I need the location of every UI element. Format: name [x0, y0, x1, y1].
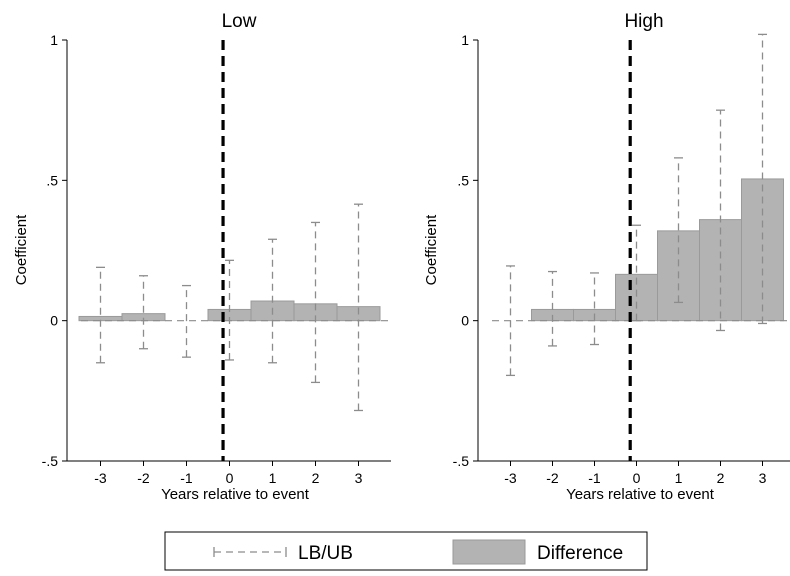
- high-ytick-label: 0: [461, 313, 469, 329]
- high-xtick-label: 2: [717, 470, 725, 486]
- low-ytick-label: -.5: [42, 453, 59, 469]
- low-xtick-label: 2: [312, 470, 320, 486]
- low-xtick-label: 0: [226, 470, 234, 486]
- high-xtick-label: -2: [546, 470, 559, 486]
- high-xtick-label: -3: [504, 470, 517, 486]
- low-xtick-label: -2: [137, 470, 150, 486]
- panel-high: High -.5 0 .5 1 -3 -2 -1 0 1 2 3 Years relative to e…: [423, 11, 790, 503]
- legend-difference-swatch: [452, 539, 526, 565]
- low-ytick-label: 1: [50, 32, 58, 48]
- panel-low: Low -.5 0 .5 1 -3 -2 -1 0 1 2 3 Years relative to ev…: [13, 11, 391, 503]
- low-panel-title: Low: [222, 11, 257, 32]
- low-xtick-label: 3: [355, 470, 363, 486]
- low-xtick-label: 1: [269, 470, 277, 486]
- high-xtick-label: 1: [675, 470, 683, 486]
- legend-box: [164, 531, 648, 571]
- high-x-axis-label: Years relative to event: [566, 486, 715, 503]
- legend-label-lbub: LB/UB: [298, 543, 353, 564]
- low-xtick-label: -1: [180, 470, 193, 486]
- high-xtick-label: 3: [759, 470, 767, 486]
- high-panel-title: High: [624, 11, 663, 32]
- high-xtick-label: -1: [588, 470, 601, 486]
- low-ytick-label: .5: [46, 172, 58, 188]
- high-xtick-label: 0: [633, 470, 641, 486]
- legend: LB/UB Difference: [164, 531, 648, 571]
- legend-label-difference: Difference: [537, 543, 623, 564]
- low-ytick-label: 0: [50, 313, 58, 329]
- low-x-axis-label: Years relative to event: [161, 486, 310, 503]
- high-y-axis-label: Coefficient: [423, 214, 440, 285]
- high-ytick-label: -.5: [453, 453, 470, 469]
- low-xtick-label: -3: [94, 470, 107, 486]
- high-ytick-label: .5: [457, 172, 469, 188]
- high-ytick-label: 1: [461, 32, 469, 48]
- low-y-axis-label: Coefficient: [13, 214, 30, 285]
